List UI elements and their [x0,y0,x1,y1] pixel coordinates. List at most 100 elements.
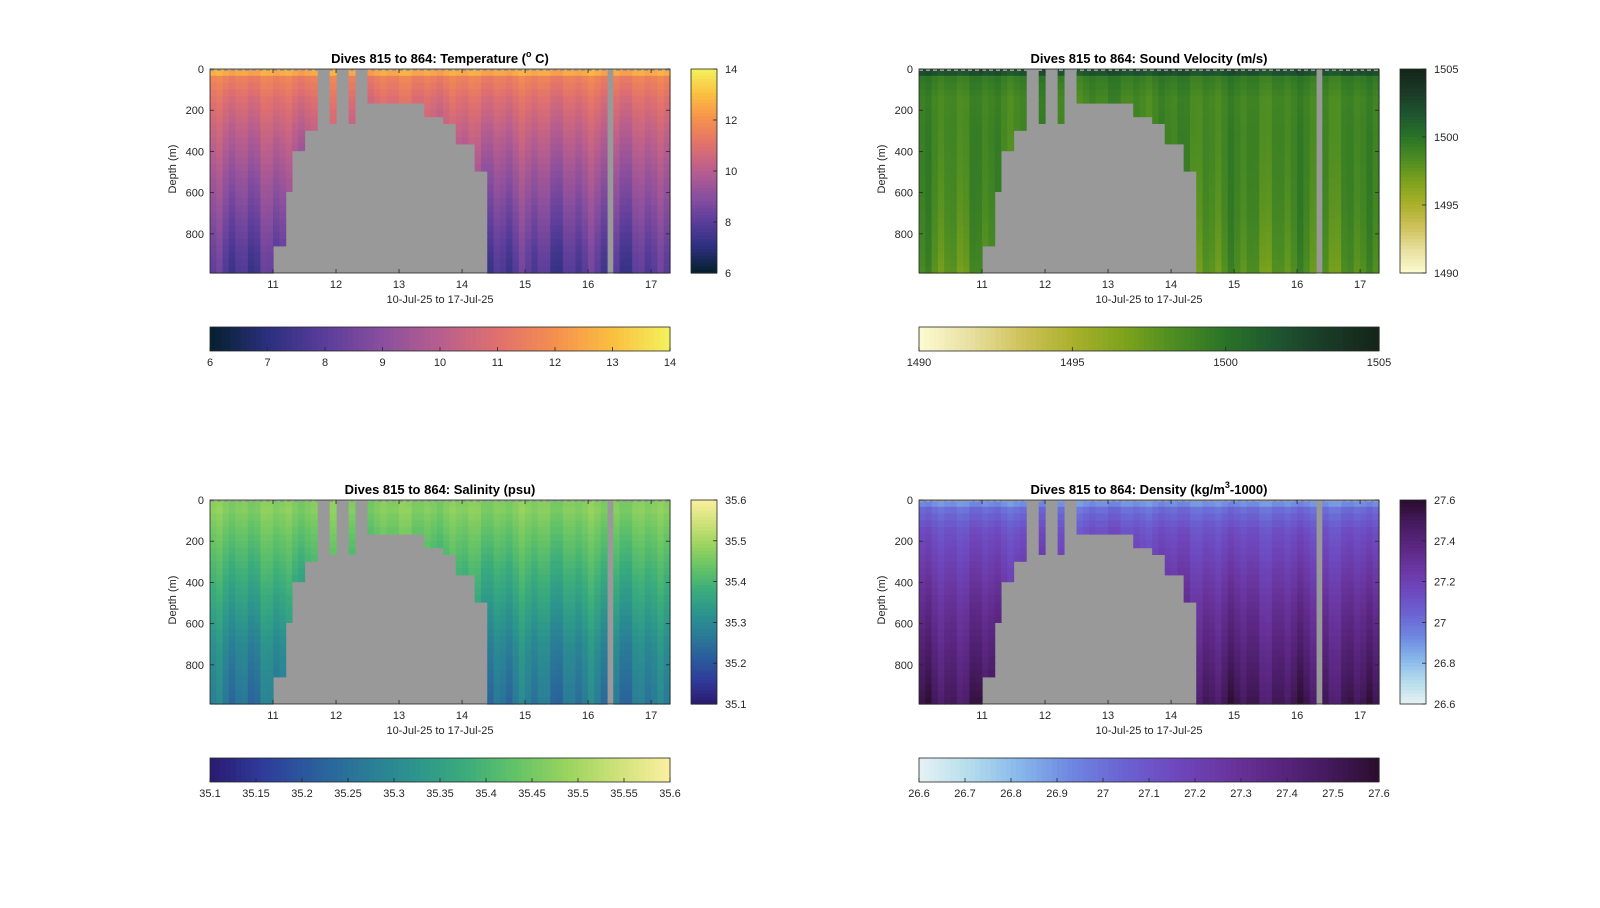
heatmap-cell [449,547,457,555]
heatmap-cell [988,143,996,152]
heatmap-cell [537,656,545,664]
heatmap-cell [1284,184,1292,192]
heatmap-cell [657,89,665,97]
heatmap-cell [525,89,532,97]
heatmap-cell [216,266,224,274]
heatmap-cell [937,245,945,254]
heatmap-cell [925,252,933,260]
heatmap-cell [531,615,539,623]
heatmap-cell [1234,69,1241,77]
heatmap-cell [531,676,539,685]
heatmap-cell [1271,82,1279,90]
heatmap-cell [994,75,1002,84]
heatmap-cell [405,520,413,528]
heatmap-cell [392,500,400,508]
heatmap-cell [619,75,627,84]
heatmap-cell [531,506,539,515]
heatmap-cell [1297,184,1304,192]
heatmap-cell [518,574,526,583]
x-tick-label: 17 [645,710,657,722]
heatmap-cell [657,547,665,555]
heatmap-cell [931,205,939,213]
heatmap-cell [581,642,589,651]
heatmap-cell [625,266,633,274]
heatmap-cell [531,588,539,596]
heatmap-cell [632,554,640,562]
heatmap-cell [279,205,287,213]
heatmap-cell [235,506,243,515]
colorbar-tick-label: 6 [207,357,213,369]
heatmap-cell [254,574,262,583]
heatmap-cell [525,69,532,77]
heatmap-cell [994,116,1002,124]
heatmap-cell [581,82,589,90]
colorbar-segment [1128,327,1135,351]
colorbar-segment [691,591,717,596]
heatmap-cell [285,602,293,610]
heatmap-cell [1290,184,1298,192]
heatmap-cell [1347,211,1355,220]
heatmap-cell [644,561,652,569]
heatmap-cell [1265,89,1273,97]
heatmap-cell [462,520,469,528]
heatmap-cell [651,670,658,678]
heatmap-cell [944,137,952,145]
heatmap-cell [594,649,602,657]
heatmap-cell [1202,205,1210,213]
heatmap-cell [304,520,312,528]
heatmap-cell [266,527,274,535]
heatmap-cell [963,191,971,199]
heatmap-cell [569,629,577,637]
heatmap-cell [273,205,280,213]
heatmap-cell [613,89,621,97]
heatmap-cell [1000,89,1008,97]
heatmap-cell [613,69,621,77]
heatmap-cell [1328,239,1336,247]
heatmap-cell [367,506,375,515]
heatmap-cell [537,143,545,152]
heatmap-cell [1164,75,1172,84]
colorbar-segment [317,327,324,351]
heatmap-cell [625,143,633,152]
heatmap-cell [531,232,539,240]
heatmap-cell [931,534,939,542]
colorbar-segment [691,184,717,189]
heatmap-cell [950,103,958,111]
heatmap-cell [956,225,964,233]
heatmap-cell [588,225,595,233]
heatmap-cell [562,513,570,521]
heatmap-cell [937,266,945,274]
heatmap-cell [216,568,224,576]
colorbar-segment [215,327,221,351]
heatmap-cell [241,130,249,138]
heatmap-cell [424,520,432,528]
heatmap-cell [550,663,558,671]
heatmap-cell [657,568,665,576]
panel-sound-velocity: Dives 815 to 864: Sound Velocity (m/s) 1… [876,51,1458,369]
heatmap-cell [988,239,996,247]
heatmap-cell [988,130,996,138]
heatmap-cell [468,123,476,131]
heatmap-cell [273,506,280,515]
heatmap-cell [304,123,312,131]
heatmap-cell [1271,252,1279,260]
heatmap-cell [950,82,958,90]
heatmap-cell [657,245,665,254]
heatmap-cell [919,581,926,589]
heatmap-cell [550,568,558,576]
heatmap-cell [1234,75,1241,84]
heatmap-cell [210,527,217,535]
heatmap-cell [919,683,926,691]
heatmap-cell [1189,116,1197,124]
heatmap-cell [518,150,526,158]
colorbar-segment [1400,239,1426,243]
heatmap-cell [581,636,589,644]
heatmap-cell [1360,123,1367,131]
heatmap-cell [1202,266,1210,274]
heatmap-cell [506,157,514,165]
heatmap-cell [550,608,558,617]
heatmap-cell [531,513,539,521]
heatmap-cell [569,177,577,186]
heatmap-cell [531,184,539,192]
x-tick-label: 14 [456,279,468,291]
